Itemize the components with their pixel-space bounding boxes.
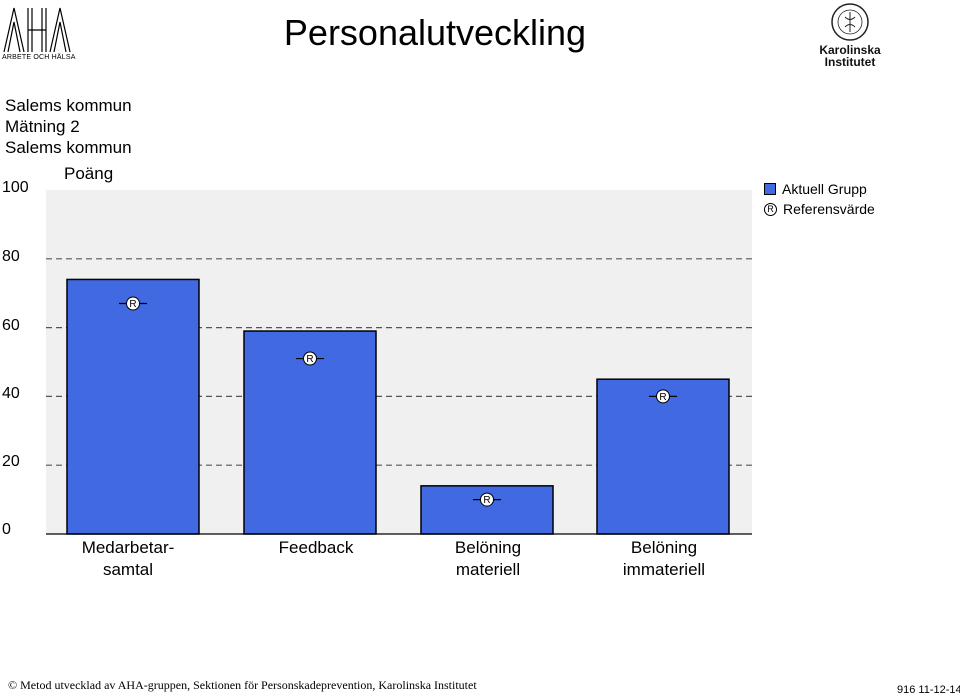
category-label-medarbetarsamtal: Medarbetar- samtal [81,538,175,579]
reference-marker-3 [480,492,494,507]
karolinska-logo: Karolinska Institutet [818,2,882,70]
legend-item-current: Aktuell Grupp [764,181,867,197]
y-tick-60: 60 [2,317,20,334]
aha-logo: ARBETE OCH HÄLSA [2,4,76,66]
reference-marker-label-3: R [483,495,490,506]
y-tick-100: 100 [2,179,29,196]
aha-logo-mark [3,7,71,53]
karolinska-name: Karolinska Institutet [818,44,882,68]
legend-label-current: Aktuell Grupp [782,181,867,197]
info-line-2: Mätning 2 [5,117,80,136]
reference-marker-4 [656,389,670,404]
karolinska-seal-icon [831,3,869,41]
reference-marker-label-2: R [306,354,313,365]
y-tick-40: 40 [2,385,20,402]
category-label-beloning-materiell: Belöning materiell [454,538,522,579]
bar-1 [66,278,200,535]
y-axis-label: Poäng [64,164,114,183]
y-tick-80: 80 [2,248,20,265]
footer-code: 916 11-12-14 [897,684,960,696]
bar-4 [596,378,730,535]
info-line-3: Salems kommun [5,138,132,157]
reference-marker-2 [303,351,317,366]
category-label-beloning-immateriell: Belöning immateriell [622,538,706,579]
legend-item-reference: R Referensvärde [764,201,875,217]
y-tick-20: 20 [2,453,20,470]
reference-marker-label-1: R [129,299,136,310]
legend-reference-symbol: R [764,202,777,216]
reference-marker-label-4: R [659,392,666,403]
karolinska-line1: Karolinska [819,43,881,57]
y-tick-0: 0 [2,521,11,538]
info-line-1: Salems kommun [5,96,132,115]
reference-marker-1 [126,296,140,311]
legend-swatch-current [764,183,776,195]
karolinska-line2: Institutet [824,55,876,69]
aha-logo-text: ARBETE OCH HÄLSA [2,54,76,61]
page-title: Personalutveckling [283,12,587,53]
legend-label-reference: Referensvärde [783,201,875,217]
footer-credit: © Metod utvecklad av AHA-gruppen, Sektio… [8,678,477,692]
category-label-feedback: Feedback [278,538,354,557]
